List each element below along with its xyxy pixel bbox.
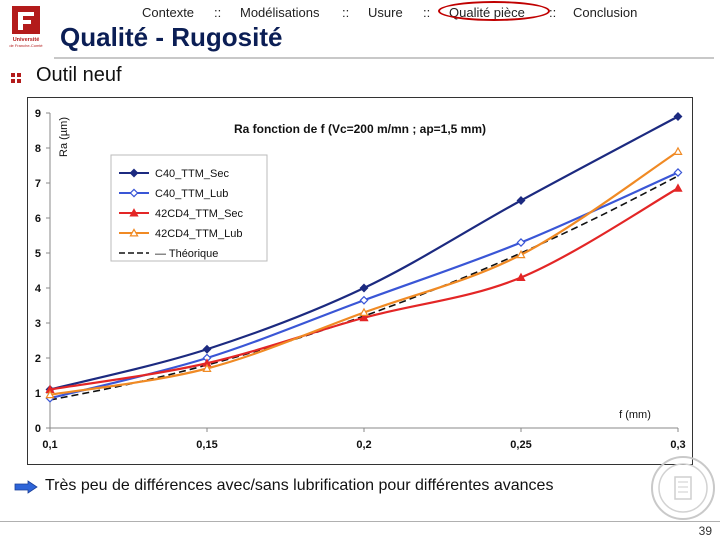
nav-separator: :: xyxy=(549,5,557,20)
square-bullet-icon xyxy=(11,73,21,83)
nav-item-contexte[interactable]: Contexte xyxy=(142,5,195,20)
y-tick-label: 4 xyxy=(35,283,42,295)
data-point xyxy=(673,146,683,155)
y-tick-label: 6 xyxy=(35,213,41,225)
arrow-right-icon xyxy=(14,480,38,494)
data-point xyxy=(202,363,212,372)
title-divider xyxy=(54,57,714,59)
data-point xyxy=(359,295,369,305)
logo-text-line2: de Franche-Comté xyxy=(9,43,43,48)
top-navigation: Contexte :: Modélisations :: Usure :: Qu… xyxy=(0,5,720,23)
logo-text-line1: Université xyxy=(13,37,40,43)
data-point xyxy=(673,168,683,177)
data-point xyxy=(359,312,369,322)
x-tick-label: 0,1 xyxy=(42,439,57,451)
data-point xyxy=(202,344,212,354)
data-point xyxy=(673,112,683,121)
logo-letter-icon xyxy=(18,12,34,30)
legend-label: C40_TTM_Sec xyxy=(155,168,229,180)
nav-item-conclusion[interactable]: Conclusion xyxy=(573,5,638,20)
active-section-highlight xyxy=(438,1,550,21)
x-tick-label: 0,15 xyxy=(196,439,217,451)
y-tick-label: 5 xyxy=(35,248,41,260)
conclusion-text: Très peu de différences avec/sans lubrif… xyxy=(45,477,554,494)
legend-marker xyxy=(129,228,139,237)
y-tick-label: 9 xyxy=(35,108,41,120)
legend-label: — Théorique xyxy=(155,248,218,260)
chart-title: Ra fonction de f (Vc=200 m/mn ; ap=1,5 m… xyxy=(234,122,486,136)
x-tick-label: 0,2 xyxy=(356,439,371,451)
university-logo: Université de Franche-Comté xyxy=(9,6,43,48)
y-tick-label: 3 xyxy=(35,318,41,330)
nav-separator: :: xyxy=(214,5,222,20)
x-tick-label: 0,25 xyxy=(510,439,531,451)
data-point xyxy=(516,196,526,205)
legend-marker xyxy=(129,188,139,198)
legend-marker xyxy=(129,168,139,178)
chart-frame xyxy=(27,97,693,465)
slide-subtitle: Outil neuf xyxy=(36,64,122,86)
roughness-line-chart: 0 1 2 3 4 5 6 7 8 9 0,1 0,15 0,2 0,25 0,3 Ra fonction d… xyxy=(35,108,686,451)
y-tick-label: 1 xyxy=(35,388,41,400)
nav-separator: :: xyxy=(342,5,350,20)
data-point xyxy=(359,307,369,316)
university-seal-icon xyxy=(651,456,715,520)
y-axis-title: Ra (µm) xyxy=(58,117,70,157)
data-point xyxy=(673,183,683,192)
x-tick-label: 0,3 xyxy=(670,439,685,451)
data-point xyxy=(45,389,55,399)
y-tick-label: 7 xyxy=(35,178,41,190)
nav-item-modelisations[interactable]: Modélisations xyxy=(240,5,320,20)
y-tick-label: 2 xyxy=(35,353,41,365)
slide-title: Qualité - Rugosité xyxy=(60,22,283,52)
data-point xyxy=(516,249,526,259)
legend-label: 42CD4_TTM_Sec xyxy=(155,208,244,220)
legend-label: C40_TTM_Lub xyxy=(155,188,228,200)
data-point xyxy=(516,272,526,281)
page-number: 39 xyxy=(698,524,712,538)
x-axis-title: f (mm) xyxy=(619,409,651,421)
nav-separator: :: xyxy=(423,5,431,20)
legend-label: 42CD4_TTM_Lub xyxy=(155,228,242,240)
data-point xyxy=(359,283,369,293)
legend-marker xyxy=(129,208,139,217)
y-tick-label: 8 xyxy=(35,143,41,155)
y-tick-label: 0 xyxy=(35,423,41,435)
footer-divider xyxy=(0,521,720,522)
nav-item-usure[interactable]: Usure xyxy=(368,5,403,20)
data-point xyxy=(516,238,526,247)
